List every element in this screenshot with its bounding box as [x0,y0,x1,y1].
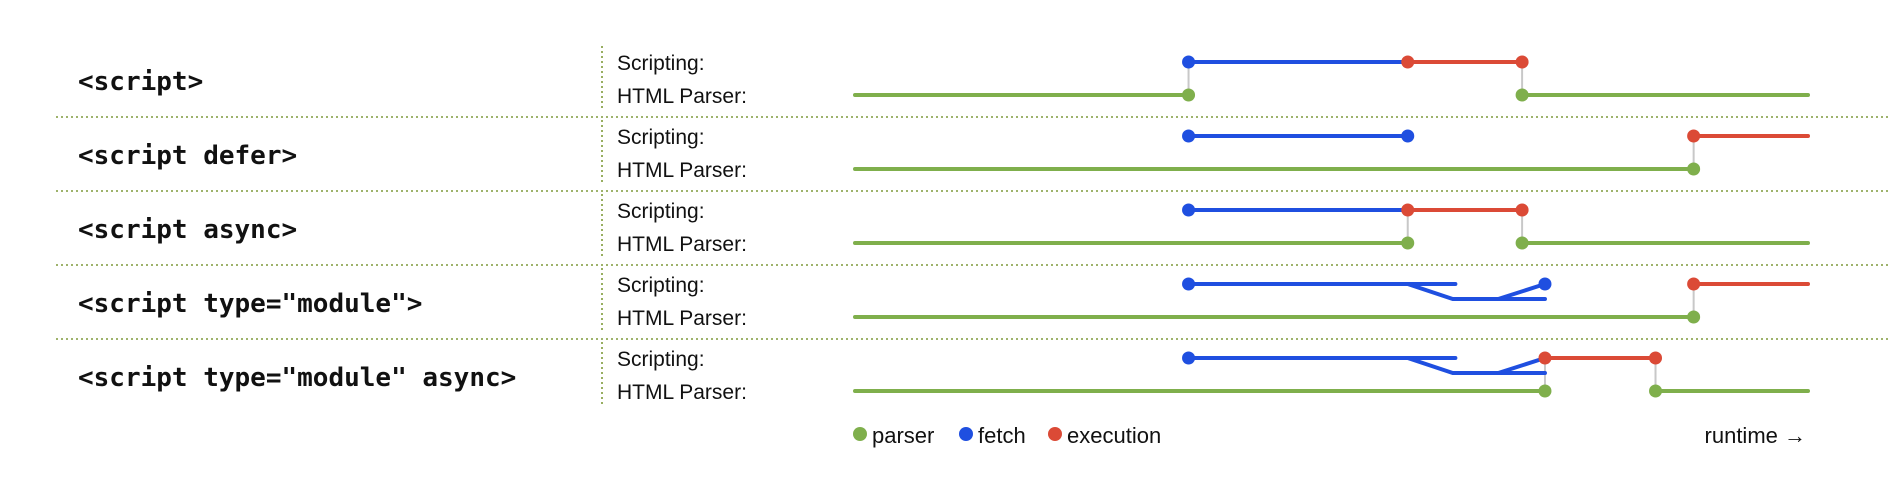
runtime-axis-label: runtime → [1705,423,1806,448]
scripting-lane-label: Scripting: [617,52,705,75]
fetch-dot [1182,203,1196,217]
timeline-row [853,55,1810,102]
fetch-dependency-rise [1496,356,1547,375]
parser-dot [1687,162,1701,176]
scripting-lane-label: Scripting: [617,348,705,371]
execution-dot [1538,351,1552,365]
legend-execution-dot [1048,427,1062,441]
fetch-dot [1538,277,1552,291]
execution-dot [1649,351,1663,365]
execution-dot [1515,55,1529,69]
lane-labels: Scripting: HTML Parser: Scripting: HTML Par… [617,52,747,404]
parser-lane-label: HTML Parser: [617,381,747,404]
fetch-dependency-rise [1496,282,1547,301]
row-separators [56,116,1888,340]
script-tag-label: <script async> [78,215,297,245]
script-tag-label: <script type="module" async> [78,363,516,393]
script-tag-labels: <script> <script defer> <script async> <scr… [78,67,516,393]
legend: parser fetch execution runtime → [853,423,1806,448]
fetch-dot [1182,351,1196,365]
timelines [853,55,1810,398]
fetch-dot [1182,277,1196,291]
execution-dot [1401,55,1415,69]
execution-dot [1687,277,1701,291]
script-tag-label: <script> [78,67,203,97]
parser-dot [1515,236,1529,250]
fetch-dot [1182,55,1196,69]
parser-dot [1182,88,1196,102]
scripting-lane-label: Scripting: [617,126,705,149]
fetch-dot [1401,129,1415,143]
fetch-dependency-branch [1405,282,1547,301]
script-tag-label: <script defer> [78,141,297,171]
legend-parser-label: parser [872,423,934,448]
parser-dot [1401,236,1415,250]
legend-fetch-dot [959,427,973,441]
parser-lane-label: HTML Parser: [617,233,747,256]
parser-dot [1515,88,1529,102]
parser-dot [1649,384,1663,398]
timeline-row [853,277,1810,324]
timeline-row [853,129,1810,176]
fetch-dot [1182,129,1196,143]
legend-fetch-label: fetch [978,423,1026,448]
parser-dot [1687,310,1701,324]
scripting-lane-label: Scripting: [617,274,705,297]
execution-dot [1515,203,1529,217]
timeline-row [853,351,1810,398]
parser-lane-label: HTML Parser: [617,85,747,108]
legend-execution-label: execution [1067,423,1161,448]
parser-lane-label: HTML Parser: [617,159,747,182]
timeline-row [853,203,1810,250]
execution-dot [1401,203,1415,217]
legend-parser-dot [853,427,867,441]
parser-lane-label: HTML Parser: [617,307,747,330]
scripting-lane-label: Scripting: [617,200,705,223]
fetch-dependency-branch [1405,356,1547,375]
script-tag-label: <script type="module"> [78,289,422,319]
parser-dot [1538,384,1552,398]
execution-dot [1687,129,1701,143]
